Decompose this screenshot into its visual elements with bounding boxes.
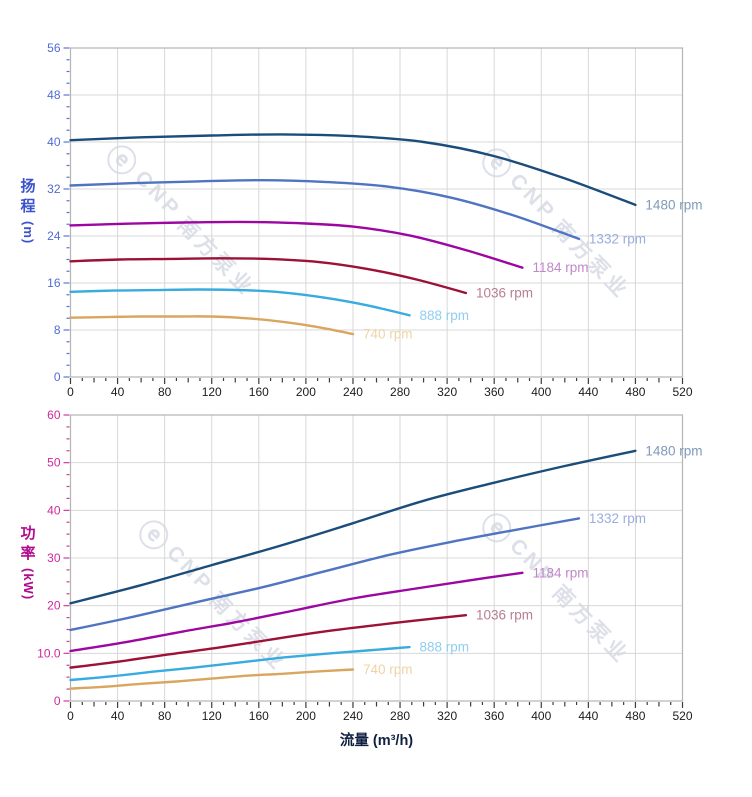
pump-curve-740rpm [69, 668, 355, 690]
y-tick-label: 50 [47, 456, 61, 470]
y-tick-label: 40 [47, 503, 61, 517]
pump-curve-888rpm [69, 288, 411, 317]
x-tick-label: 320 [437, 385, 457, 399]
curve-label-740rpm: 740 rpm [363, 327, 413, 342]
curve-label-1036rpm: 1036 rpm [476, 608, 533, 623]
y-tick-label: 0 [54, 370, 61, 384]
x-tick-label: 320 [437, 709, 457, 723]
y-tick-label: 20 [47, 599, 61, 613]
curve-label-888rpm: 888 rpm [419, 308, 469, 323]
x-tick-label: 360 [484, 385, 504, 399]
pump-curve-1480rpm [69, 449, 637, 605]
x-tick-label: 80 [158, 709, 172, 723]
x-tick-label: 440 [578, 709, 598, 723]
curve-label-1480rpm: 1480 rpm [645, 443, 702, 458]
x-tick-label: 0 [67, 385, 74, 399]
pump-curve-740rpm [69, 315, 355, 336]
curve-label-1480rpm: 1480 rpm [645, 197, 702, 212]
x-tick-label: 360 [484, 709, 504, 723]
x-tick-label: 200 [296, 709, 316, 723]
curve-label-1036rpm: 1036 rpm [476, 285, 533, 300]
power-axis-title: 功 率 (kW) [13, 524, 43, 600]
y-tick-label: 24 [47, 229, 61, 243]
x-tick-label: 400 [531, 709, 551, 723]
y-tick-label: 48 [47, 88, 61, 102]
x-tick-label: 0 [67, 709, 74, 723]
x-tick-label: 400 [531, 385, 551, 399]
x-tick-label: 120 [202, 709, 222, 723]
x-tick-label: 200 [296, 385, 316, 399]
x-tick-label: 240 [343, 385, 363, 399]
curve-label-1332rpm: 1332 rpm [589, 511, 646, 526]
curve-label-1332rpm: 1332 rpm [589, 231, 646, 246]
y-tick-label: 40 [47, 135, 61, 149]
pump-curve-1036rpm [69, 257, 468, 295]
x-tick-label: 440 [578, 385, 598, 399]
y-tick-label: 56 [47, 41, 61, 55]
plot-border [69, 414, 684, 702]
x-tick-label: 480 [625, 385, 645, 399]
x-tick-label: 40 [111, 709, 125, 723]
x-tick-label: 240 [343, 709, 363, 723]
power-axis-title-char: 率 [20, 545, 36, 563]
curve-label-1184rpm: 1184 rpm [532, 260, 588, 275]
flow-axis-title: 流量 (m³/h) [339, 733, 414, 749]
x-tick-label: 120 [202, 385, 222, 399]
head-axis-title-char: 程 [20, 198, 36, 216]
pump-curve-1332rpm [69, 178, 581, 241]
power-axis-unit: (kW) [20, 567, 36, 600]
x-tick-label: 280 [390, 385, 410, 399]
pump-curve-1184rpm [69, 220, 524, 269]
y-tick-label: 32 [47, 182, 61, 196]
x-tick-label: 160 [249, 385, 269, 399]
x-tick-label: 480 [625, 709, 645, 723]
curve-label-1184rpm: 1184 rpm [532, 565, 588, 580]
plot-border [69, 47, 684, 378]
x-tick-label: 520 [672, 385, 692, 399]
pump-curve-1480rpm [69, 133, 637, 207]
head-axis-unit: (m) [20, 220, 36, 244]
head-axis-title: 扬 程 (m) [13, 177, 43, 244]
x-tick-label: 80 [158, 385, 172, 399]
curve-label-740rpm: 740 rpm [363, 662, 413, 677]
y-tick-label: 30 [47, 551, 61, 565]
y-tick-label: 10.0 [37, 646, 61, 660]
x-tick-label: 280 [390, 709, 410, 723]
pump-curve-1332rpm [69, 517, 581, 632]
y-tick-label: 8 [54, 323, 61, 337]
x-tick-label: 160 [249, 709, 269, 723]
curve-label-888rpm: 888 rpm [419, 640, 469, 655]
y-tick-label: 16 [47, 276, 61, 290]
y-tick-label: 0 [54, 694, 61, 708]
pump-curve-1184rpm [69, 571, 524, 653]
pump-curve-888rpm [69, 645, 411, 682]
x-tick-label: 520 [672, 709, 692, 723]
power-axis-title-char: 功 [20, 525, 36, 542]
pump-curve-1036rpm [69, 614, 468, 669]
head-axis-title-char: 扬 [20, 178, 36, 195]
x-tick-label: 40 [111, 385, 125, 399]
y-tick-label: 60 [47, 408, 61, 422]
